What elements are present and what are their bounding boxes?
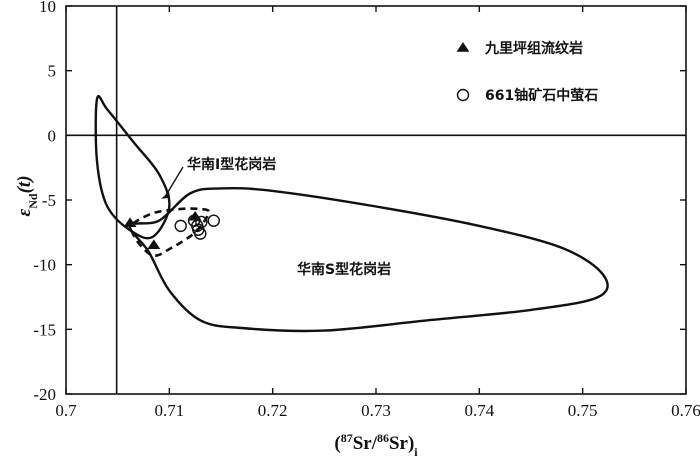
- y-tick-label: -15: [33, 320, 56, 339]
- field-outline-s-type: [128, 186, 609, 333]
- circle-point: [207, 214, 220, 227]
- plot-frame: [65, 5, 687, 395]
- triangle-point: [147, 239, 161, 249]
- y-tick-label: 0: [48, 126, 57, 145]
- field-outline-dashed: [128, 207, 210, 257]
- x-tick-label: 0.74: [464, 401, 494, 420]
- annotation-arrow-line: [164, 166, 184, 198]
- x-tick-label: 0.75: [568, 401, 598, 420]
- y-tick-label: 5: [48, 62, 57, 81]
- legend-triangle-marker: [456, 42, 470, 52]
- x-tick-label: 0.76: [671, 401, 700, 420]
- axis-titles: (87Sr/86Sr)i εNd(t): [14, 175, 418, 458]
- x-axis-title: (87Sr/86Sr)i: [334, 431, 418, 458]
- annotation-i-type-label: 华南I型花岗岩: [187, 156, 276, 173]
- reference-lines: [66, 6, 686, 394]
- circle-point: [195, 215, 208, 229]
- fields-layer: [94, 94, 609, 333]
- x-tick-label: 0.71: [154, 401, 184, 420]
- y-tick-label: -10: [33, 256, 56, 275]
- y-tick-label: -5: [42, 191, 56, 210]
- legend-label: 九里坪组流纹岩: [484, 40, 583, 57]
- circle-point: [174, 219, 187, 233]
- annotation-s-type-label: 华南S型花岗岩: [297, 261, 391, 278]
- y-axis-title: εNd(t): [14, 175, 40, 216]
- circle-point: [187, 214, 201, 227]
- x-tick-label: 0.72: [258, 401, 288, 420]
- plot-border: [65, 5, 687, 395]
- legend-circle-marker: [456, 88, 470, 102]
- ticks: 0.7 0.71 0.72 0.73 0.74 0.75 0.76 10 5 0 -5 -10 -15 -…: [33, 0, 700, 420]
- field-outline-i-type: [94, 94, 171, 240]
- x-tick-label: 0.7: [55, 401, 77, 420]
- y-tick-label: -20: [33, 385, 56, 404]
- triangle-point: [123, 217, 137, 227]
- annotation-arrowhead: [161, 191, 171, 199]
- data-points: [123, 210, 220, 249]
- legend-label: 661铀矿石中萤石: [485, 87, 598, 104]
- y-tick-label: 10: [39, 0, 56, 16]
- circle-point: [194, 227, 207, 240]
- x-tick-label: 0.73: [361, 401, 391, 420]
- legend: 九里坪组流纹岩 661铀矿石中萤石: [456, 40, 598, 104]
